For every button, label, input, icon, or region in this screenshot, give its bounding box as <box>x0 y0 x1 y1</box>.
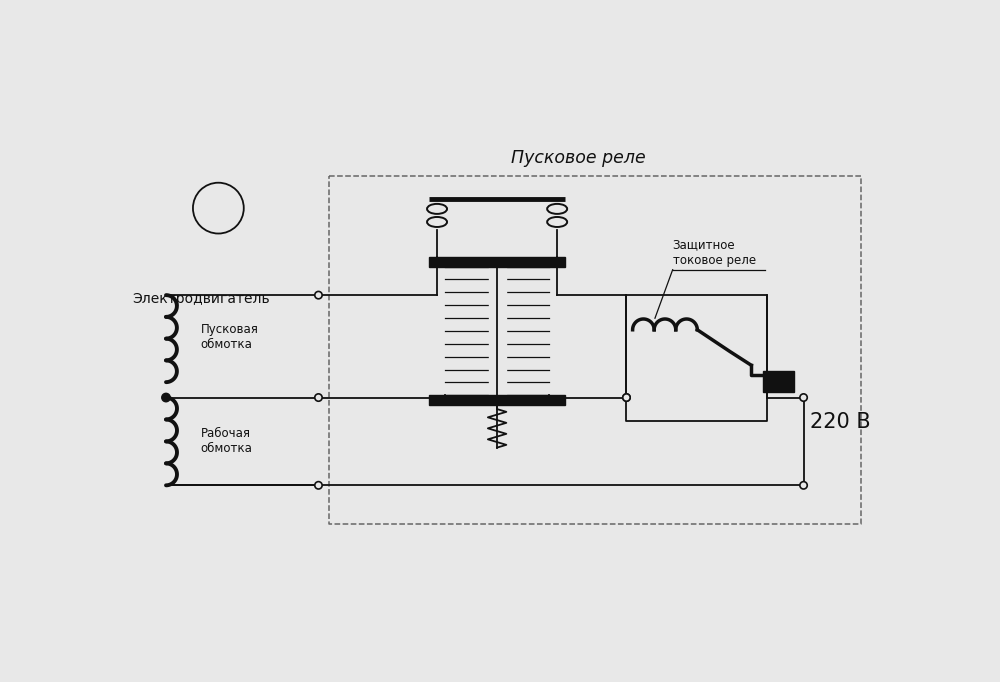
Circle shape <box>800 394 807 401</box>
Text: 4: 4 <box>212 198 225 218</box>
Ellipse shape <box>547 217 567 227</box>
Circle shape <box>162 394 170 402</box>
Text: Защитное
токовое реле: Защитное токовое реле <box>673 239 756 267</box>
Circle shape <box>623 394 630 401</box>
Ellipse shape <box>427 217 447 227</box>
Ellipse shape <box>547 204 567 214</box>
Circle shape <box>315 394 322 401</box>
Ellipse shape <box>427 204 447 214</box>
Circle shape <box>800 481 807 489</box>
Polygon shape <box>489 267 506 396</box>
Polygon shape <box>429 396 565 405</box>
Text: Рабочая
обмотка: Рабочая обмотка <box>201 428 253 456</box>
Text: 220 В: 220 В <box>810 412 870 432</box>
Circle shape <box>193 183 244 233</box>
Polygon shape <box>429 256 565 267</box>
Circle shape <box>315 481 322 489</box>
Text: Электродвигатель: Электродвигатель <box>132 292 270 306</box>
Circle shape <box>623 394 630 401</box>
Circle shape <box>315 291 322 299</box>
Text: Пусковое реле: Пусковое реле <box>511 149 645 166</box>
Polygon shape <box>763 370 794 392</box>
Text: Пусковая
обмотка: Пусковая обмотка <box>201 323 259 351</box>
